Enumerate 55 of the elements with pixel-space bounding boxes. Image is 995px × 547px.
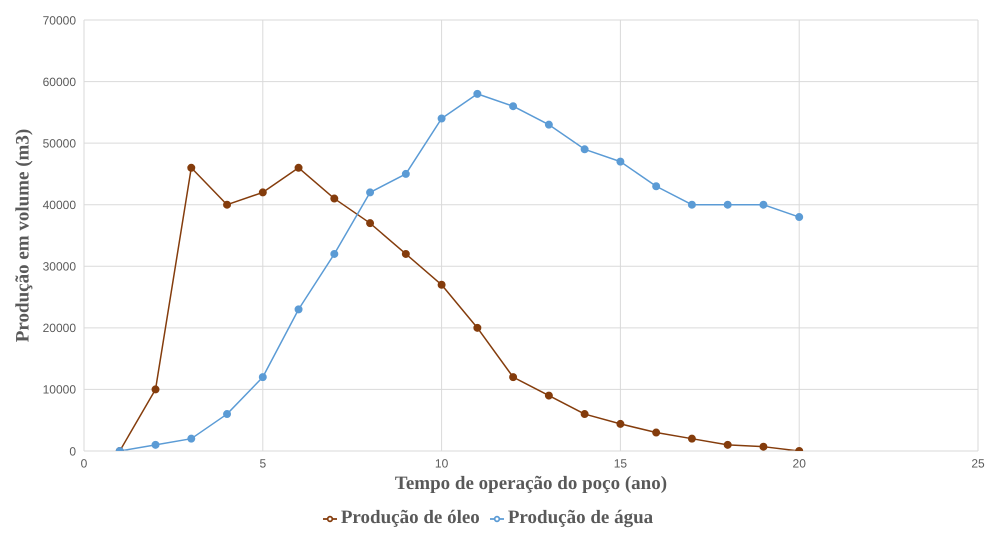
point	[759, 200, 768, 209]
point	[438, 280, 446, 289]
point	[509, 102, 518, 110]
point	[187, 434, 196, 443]
point	[724, 200, 732, 209]
point	[330, 250, 338, 258]
point	[366, 219, 374, 228]
point	[152, 440, 160, 449]
point	[402, 250, 410, 258]
x-tick-label: 25	[971, 456, 985, 471]
point	[544, 392, 553, 400]
point	[294, 305, 303, 314]
point	[688, 434, 696, 443]
point	[187, 164, 196, 172]
x-tick-label: 15	[614, 456, 628, 471]
y-tick-label: 20000	[42, 321, 76, 336]
point	[473, 324, 482, 332]
point	[724, 440, 732, 449]
point	[652, 428, 660, 437]
y-tick-label: 60000	[42, 74, 76, 89]
point	[652, 182, 660, 190]
point	[580, 145, 589, 154]
x-tick-label: 0	[80, 456, 88, 471]
x-tick-label: 10	[434, 456, 449, 471]
x-axis-title: Tempo de operação do poço (ano)	[394, 473, 668, 494]
point	[759, 442, 768, 451]
point	[294, 164, 303, 172]
point	[223, 410, 232, 418]
y-axis-title: Produção em volume (m3)	[12, 128, 34, 342]
y-tick-label: 40000	[42, 198, 76, 212]
x-tick-label: 5	[259, 456, 266, 471]
point	[795, 213, 804, 222]
point	[366, 188, 374, 196]
point	[152, 385, 160, 394]
y-tick-label: 10000	[42, 382, 76, 397]
point	[544, 120, 553, 129]
y-tick-label: 0	[69, 444, 76, 458]
point	[580, 410, 589, 418]
point	[473, 90, 482, 98]
x-tick-label: 20	[792, 456, 806, 471]
point	[330, 194, 338, 203]
point	[223, 200, 232, 209]
point	[616, 420, 624, 428]
y-tick-label: 30000	[42, 260, 76, 274]
point	[509, 373, 518, 382]
y-tick-label: 50000	[42, 136, 76, 150]
legend-label: Produção de água	[508, 507, 654, 528]
legend-label: Produção de óleo	[340, 507, 480, 528]
point	[438, 114, 446, 123]
point	[616, 158, 624, 166]
point	[688, 200, 696, 209]
point	[258, 373, 267, 382]
point	[402, 170, 410, 178]
y-tick-label: 70000	[42, 13, 76, 28]
point	[258, 188, 267, 196]
